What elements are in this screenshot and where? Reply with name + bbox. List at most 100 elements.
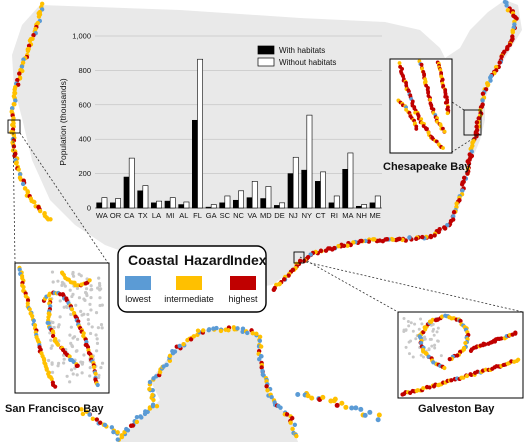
sf-land-dot (95, 341, 100, 345)
hazard-dot (32, 323, 38, 328)
hazard-dot (464, 373, 470, 379)
inset-galveston (397, 311, 524, 399)
hazard-dot (514, 16, 519, 21)
hazard-dot (504, 46, 510, 52)
hazard-dot (419, 340, 424, 346)
bar-RI-with (328, 202, 335, 209)
hazard-dot (13, 98, 18, 103)
hazard-dot (465, 171, 470, 176)
sf-land-dot (80, 371, 84, 375)
hazard-dot (25, 190, 31, 195)
sf-land-dot (94, 311, 99, 315)
sf-land-dot (50, 344, 54, 348)
x-tick-label: CT (316, 211, 326, 220)
hazard-dot (37, 208, 43, 214)
sf-land-dot (89, 288, 93, 292)
hazard-dot (27, 307, 32, 312)
bar-CA-with (123, 176, 130, 209)
x-tick-label: MI (166, 211, 174, 220)
sf-land-dot (71, 270, 75, 275)
hazard-dot (475, 369, 480, 374)
hazard-dot (442, 365, 447, 371)
sf-land-dot (69, 312, 73, 317)
sf-land-dot (68, 333, 72, 337)
bar-NY-without (306, 114, 313, 209)
hazard-dot (286, 273, 291, 278)
hazard-dot (25, 48, 31, 54)
hazard-dot (200, 328, 206, 333)
sf-land-dot (60, 280, 65, 285)
bar-GA-without (210, 204, 217, 209)
hazard-dot (164, 362, 169, 368)
sf-land-dot (88, 366, 92, 370)
hazard-dot (345, 243, 350, 248)
hazard-dot (320, 394, 326, 400)
bar-RI-without (333, 195, 340, 209)
hazard-dot (309, 395, 315, 401)
hazard-dot (488, 78, 493, 83)
x-tick-label: NH (356, 211, 367, 220)
coastal-hazard-dots (9, 0, 519, 442)
hazard-dot (240, 329, 245, 334)
x-tick-label: RI (330, 211, 338, 220)
bar-CT-without (320, 171, 326, 209)
galveston-land-dot (409, 321, 413, 325)
bar-DE-without (279, 202, 285, 209)
galveston-land-dot (433, 343, 437, 347)
bar-AL-with (178, 204, 185, 209)
bar-MI-without (169, 197, 176, 209)
hazard-dot (195, 328, 201, 333)
x-tick-label: ME (370, 211, 381, 220)
galveston-land-dot (409, 339, 413, 343)
hazard-dot (25, 298, 31, 303)
hazard-dot (305, 393, 311, 399)
hazard-dot (12, 87, 17, 92)
sf-land-dot (77, 272, 81, 276)
hazard-dot (516, 357, 521, 362)
bar-VA-without (251, 181, 258, 209)
hazard-dot (115, 437, 120, 442)
galveston-land-dot (436, 339, 440, 343)
hazard-dot (393, 237, 399, 243)
hazard-dot (125, 428, 131, 433)
galveston-land-dot (420, 322, 424, 326)
hazard-dot (79, 407, 84, 412)
sf-land-dot (97, 281, 102, 286)
hazard-dot (20, 68, 25, 74)
hazard-dot (134, 414, 140, 420)
legend-swatch-intermediate (176, 276, 202, 290)
hazard-dot (334, 402, 340, 408)
chart-legend: With habitats Without habitats (257, 45, 336, 67)
hazard-dot (290, 426, 295, 432)
hazard-dot (447, 357, 452, 362)
bar-ME-without (374, 195, 381, 209)
x-tick-label: FL (193, 211, 202, 220)
legend-swatch-with-habitats (257, 45, 275, 55)
bar-GA-with (205, 206, 212, 209)
hazard-dot (259, 365, 264, 370)
hazard-dot (93, 371, 98, 376)
sf-land-dot (79, 309, 83, 313)
bar-CT-with (315, 181, 321, 209)
sf-land-dot (68, 288, 72, 292)
hazard-dot (226, 328, 231, 333)
galveston-land-dot (428, 337, 432, 341)
sf-land-dot (89, 296, 93, 300)
bar-MI-with (164, 200, 171, 209)
sf-land-dot (69, 368, 74, 372)
hazard-dot (295, 392, 301, 398)
hazard-dot (499, 54, 504, 59)
bar-CA-without (128, 157, 135, 209)
sf-land-dot (74, 349, 78, 353)
bar-NC-with (233, 199, 239, 209)
hazard-dot (336, 244, 341, 249)
hazard-dot (469, 372, 474, 377)
hazard-dot (454, 201, 459, 206)
hazard-dot (460, 188, 465, 193)
sf-land-dot (56, 325, 61, 329)
bar-MA-without (347, 152, 354, 209)
legend-swatch-lowest (125, 276, 151, 290)
inset-san-francisco (14, 262, 110, 394)
hazard-dot (441, 225, 447, 230)
hazard-dot (441, 146, 445, 150)
